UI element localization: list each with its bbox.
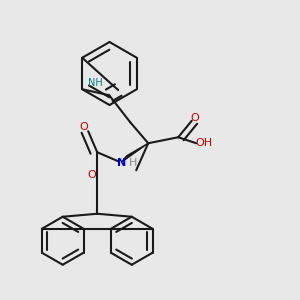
Text: H: H	[129, 158, 137, 168]
Text: O: O	[79, 122, 88, 132]
Text: N: N	[117, 158, 126, 168]
Text: O: O	[87, 170, 96, 180]
Polygon shape	[122, 143, 148, 162]
Text: NH: NH	[88, 78, 103, 88]
Text: O: O	[190, 113, 199, 123]
Text: OH: OH	[195, 138, 212, 148]
